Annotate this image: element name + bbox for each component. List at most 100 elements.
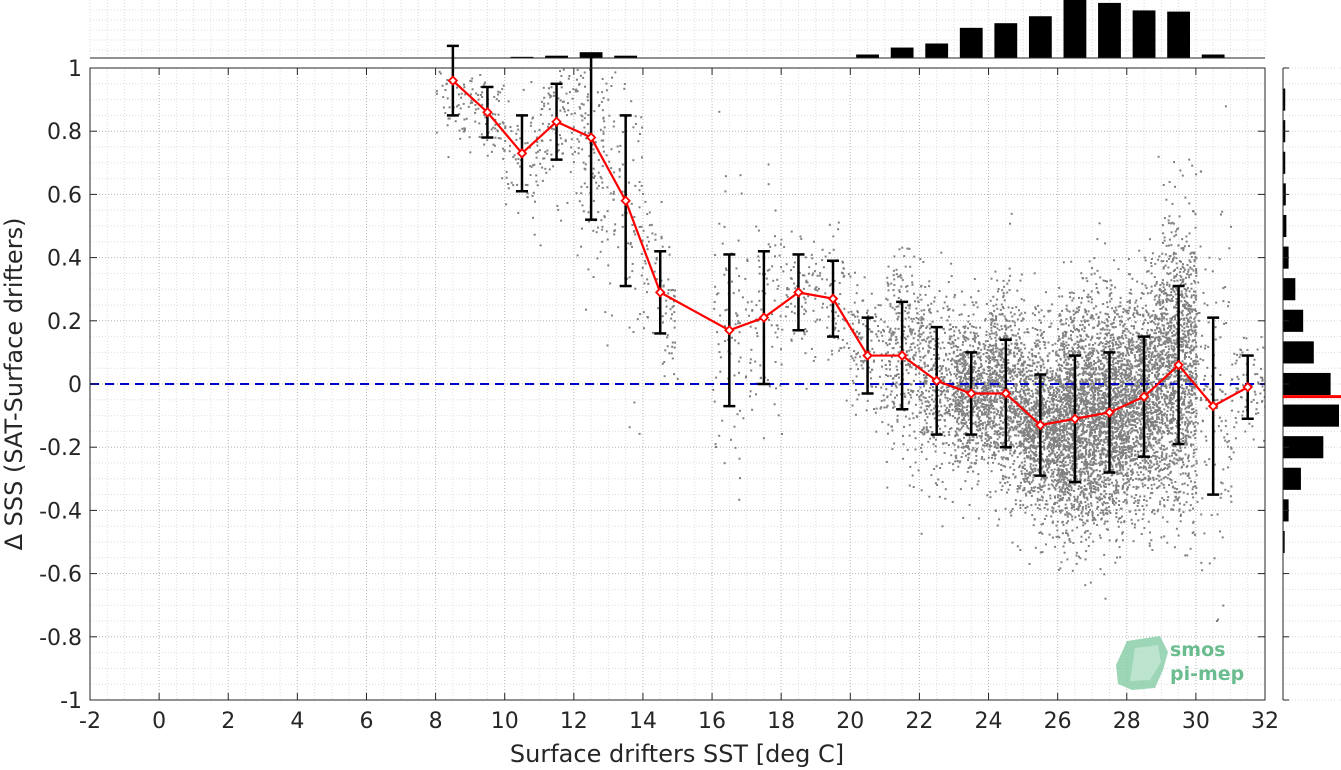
scatter-point — [1019, 481, 1022, 484]
scatter-point — [941, 481, 944, 483]
scatter-point — [1014, 342, 1017, 345]
scatter-point — [1036, 435, 1039, 438]
scatter-point — [1018, 431, 1021, 434]
scatter-point — [860, 338, 863, 341]
scatter-point — [905, 364, 908, 367]
scatter-point — [946, 411, 949, 414]
scatter-point — [960, 391, 962, 394]
scatter-point — [913, 346, 916, 349]
scatter-point — [956, 404, 959, 407]
scatter-point — [984, 318, 987, 321]
scatter-point — [889, 329, 892, 332]
scatter-point — [1083, 412, 1086, 415]
scatter-point — [921, 339, 924, 342]
scatter-point — [979, 359, 982, 362]
scatter-point — [930, 358, 933, 361]
scatter-point — [1001, 306, 1004, 308]
scatter-point — [933, 417, 936, 420]
scatter-point — [1061, 309, 1064, 312]
scatter-point — [969, 323, 971, 326]
scatter-point — [1049, 370, 1052, 373]
scatter-point — [668, 246, 671, 249]
scatter-point — [941, 415, 944, 418]
scatter-point — [943, 301, 946, 304]
scatter-point — [1054, 430, 1057, 432]
scatter-point — [1048, 407, 1051, 410]
scatter-point — [1016, 352, 1019, 355]
scatter-point — [1034, 374, 1036, 377]
scatter-point — [1057, 437, 1060, 440]
scatter-point — [1030, 421, 1033, 424]
scatter-point — [522, 88, 525, 91]
scatter-point — [1053, 503, 1056, 506]
scatter-point — [568, 91, 571, 94]
scatter-point — [886, 404, 889, 407]
scatter-point — [1006, 291, 1009, 294]
scatter-point — [508, 150, 511, 153]
scatter-point — [1043, 343, 1046, 346]
scatter-point — [1031, 353, 1034, 355]
scatter-point — [944, 411, 947, 414]
scatter-point — [1065, 331, 1068, 334]
scatter-point — [586, 186, 589, 189]
scatter-point — [944, 488, 947, 491]
scatter-point — [1066, 416, 1069, 419]
scatter-point — [1009, 369, 1012, 372]
scatter-point — [981, 403, 984, 406]
scatter-point — [934, 404, 937, 407]
scatter-point — [919, 293, 922, 296]
scatter-point — [923, 409, 926, 412]
scatter-point — [916, 416, 919, 419]
scatter-point — [584, 163, 587, 166]
scatter-point — [977, 417, 980, 420]
scatter-point — [1051, 372, 1054, 375]
scatter-point — [1085, 445, 1088, 448]
scatter-point — [1053, 425, 1056, 427]
scatter-point — [1067, 432, 1070, 435]
scatter-point — [1043, 378, 1046, 381]
scatter-point — [1013, 313, 1016, 316]
scatter-point — [505, 170, 508, 173]
scatter-point — [656, 278, 658, 281]
scatter-point — [619, 144, 622, 147]
scatter-point — [439, 72, 442, 75]
scatter-point — [985, 330, 988, 333]
scatter-point — [1029, 378, 1032, 381]
scatter-point — [1042, 484, 1045, 487]
scatter-point — [1015, 306, 1018, 309]
scatter-point — [1023, 479, 1026, 482]
scatter-point — [812, 272, 815, 275]
scatter-point — [937, 353, 940, 356]
scatter-point — [1083, 437, 1086, 440]
scatter-point — [628, 426, 631, 429]
scatter-point — [976, 375, 979, 378]
scatter-point — [1091, 387, 1094, 390]
scatter-point — [903, 360, 906, 362]
scatter-point — [937, 419, 940, 422]
scatter-point — [471, 88, 474, 91]
scatter-point — [1017, 359, 1020, 362]
scatter-point — [1009, 372, 1012, 375]
scatter-point — [1041, 386, 1044, 389]
scatter-point — [1045, 291, 1047, 294]
scatter-point — [1063, 378, 1066, 381]
scatter-point — [912, 356, 915, 359]
scatter-point — [948, 433, 951, 436]
scatter-point — [927, 440, 930, 443]
scatter-point — [601, 109, 604, 112]
scatter-point — [805, 330, 808, 333]
scatter-point — [920, 366, 923, 369]
scatter-point — [1053, 438, 1056, 441]
scatter-point — [567, 77, 570, 80]
scatter-point — [785, 263, 788, 266]
scatter-point — [1048, 436, 1051, 439]
scatter-point — [1019, 430, 1022, 432]
scatter-point — [1046, 435, 1049, 438]
scatter-point — [1001, 414, 1004, 417]
scatter-point — [1046, 408, 1049, 411]
scatter-point — [1031, 392, 1034, 395]
scatter-point — [889, 327, 892, 330]
scatter-point — [948, 308, 951, 311]
scatter-point — [546, 152, 549, 155]
scatter-point — [920, 390, 923, 393]
